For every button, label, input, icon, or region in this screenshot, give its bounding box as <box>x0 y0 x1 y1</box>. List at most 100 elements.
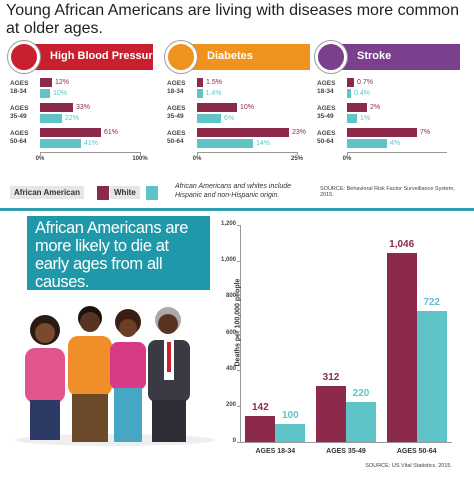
value-label: 100 <box>281 409 299 421</box>
value-label: 1.5% <box>206 79 222 86</box>
value-label: 220 <box>352 388 370 400</box>
legend-note: African Americans and whites include His… <box>175 183 292 199</box>
category-label: AGES 50-64 <box>10 130 29 145</box>
category-label: AGES 18-34 <box>167 80 186 95</box>
top-source: SOURCE: Behavioral Risk Factor Surveilla… <box>320 186 455 198</box>
bar <box>347 103 367 112</box>
axis-line <box>197 152 297 153</box>
header-bar <box>337 44 460 70</box>
category-label: AGES 18-34 <box>317 80 336 95</box>
tick-mark <box>237 405 240 407</box>
category-label: AGES 35-49 <box>10 105 29 120</box>
tick-mark <box>237 261 240 263</box>
bar <box>197 89 203 98</box>
panel-title: Stroke <box>357 50 392 62</box>
tick-mark <box>237 369 240 371</box>
y-tick-label: 1,200 <box>220 221 236 227</box>
bar <box>347 139 387 148</box>
y-tick-label: 1,000 <box>220 257 236 264</box>
value-label: 10% <box>240 104 255 111</box>
value-label: 7% <box>420 129 431 136</box>
bar <box>40 139 81 148</box>
value-label: 6% <box>224 115 235 122</box>
people-illustration <box>15 306 215 446</box>
bar <box>347 78 354 87</box>
header-bar <box>187 44 310 70</box>
bar <box>347 89 351 98</box>
bar <box>40 89 50 98</box>
value-label: 1,046 <box>389 238 415 250</box>
y-tick-label: 400 <box>225 365 236 372</box>
x-tick-label: 0% <box>35 156 45 162</box>
callout: African Americans are more likely to die… <box>27 216 210 291</box>
x-tick-label: 100% <box>132 156 148 162</box>
bar <box>275 423 306 442</box>
x-tick-label: 0% <box>342 156 352 162</box>
bar <box>197 78 203 87</box>
tick-mark <box>140 152 141 155</box>
category-label: AGES 35-49 <box>326 448 366 455</box>
bar <box>386 252 417 442</box>
legend-entry: White <box>110 186 140 199</box>
bar <box>245 416 276 442</box>
value-label: 33% <box>76 104 91 111</box>
panel-title: High Blood Pressure <box>50 50 159 62</box>
legend-entry: African American <box>10 186 84 199</box>
bar <box>197 128 289 137</box>
bar <box>197 103 237 112</box>
value-label: 23% <box>292 129 307 136</box>
tick-mark <box>40 152 41 155</box>
y-tick-label: 200 <box>225 401 236 408</box>
value-label: 1.4% <box>205 90 222 97</box>
tick-mark <box>197 152 198 155</box>
source: SOURCE: US Vital Statistics, 2015. <box>365 463 452 469</box>
axis-line <box>347 152 447 153</box>
y-tick-label: 0 <box>232 438 236 444</box>
y-tick-label: 600 <box>225 329 236 336</box>
bar <box>347 114 357 123</box>
bar <box>40 103 73 112</box>
value-label: 722 <box>423 297 440 309</box>
panel-title: Diabetes <box>207 50 253 62</box>
x-tick-label: 0% <box>192 156 202 162</box>
tick-mark <box>297 152 298 155</box>
y-axis <box>240 225 241 442</box>
y-tick-label: 800 <box>225 293 236 300</box>
value-label: 1% <box>360 115 371 122</box>
category-label: AGES 18-34 <box>10 80 29 95</box>
tick-mark <box>237 333 240 335</box>
axis-line <box>40 152 140 153</box>
value-label: 22% <box>65 115 80 122</box>
category-label: AGES 50-64 <box>167 130 186 145</box>
bar <box>197 114 221 123</box>
tick-mark <box>237 442 240 443</box>
value-label: 0.7% <box>357 79 373 86</box>
page-title: Young African Americans are living with … <box>6 2 459 37</box>
value-label: 0.4% <box>354 90 370 97</box>
icon <box>165 41 197 73</box>
category-label: AGES 50-64 <box>317 130 336 145</box>
tick-mark <box>347 152 348 155</box>
value-label: 41% <box>84 140 99 147</box>
bar <box>40 114 62 123</box>
divider <box>0 208 474 211</box>
value-label: 10% <box>53 90 68 97</box>
x-tick-label: 25% <box>290 156 303 162</box>
value-label: 61% <box>104 129 119 136</box>
value-label: 12% <box>55 79 70 86</box>
value-label: 2% <box>370 104 381 111</box>
bar <box>346 402 376 442</box>
header-bar <box>30 44 153 70</box>
tick-mark <box>237 297 240 299</box>
bar <box>416 311 447 442</box>
bar <box>347 128 417 137</box>
bar <box>40 128 101 137</box>
legend-swatch <box>97 186 109 200</box>
icon <box>8 41 40 73</box>
bar <box>316 385 346 442</box>
icon <box>315 41 347 73</box>
x-axis <box>240 442 452 443</box>
value-label: 14% <box>256 140 271 147</box>
category-label: AGES 50-64 <box>396 448 437 455</box>
